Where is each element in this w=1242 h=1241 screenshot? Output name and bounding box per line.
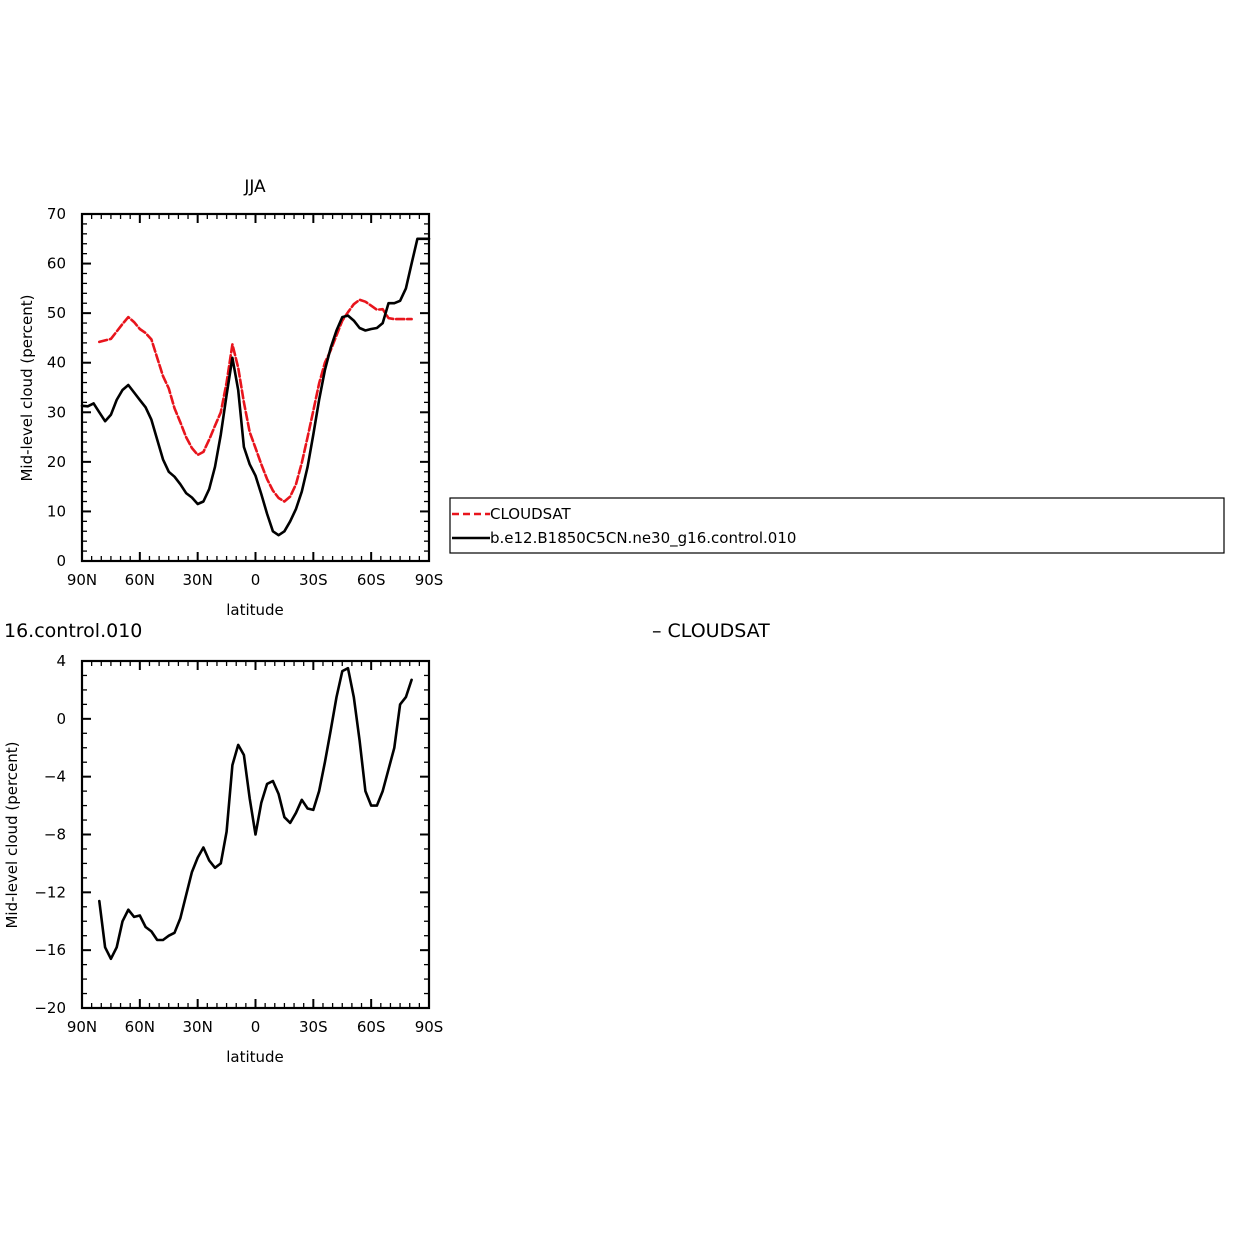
- top-plot-frame: [80, 212, 431, 563]
- top-x-axis-title: latitude: [226, 601, 284, 619]
- top-y-tick-label: 0: [56, 552, 66, 570]
- bottom-chart-title-left: 16.control.010: [4, 620, 142, 642]
- top-x-tick-label: 30N: [183, 571, 213, 589]
- bottom-x-tick-label: 60N: [125, 1018, 155, 1036]
- top-x-tick-label: 90S: [415, 571, 444, 589]
- bottom-y-axis-title: Mid-level cloud (percent): [3, 741, 21, 928]
- top-series-line-1: [80, 237, 431, 537]
- top-y-tick-label: 20: [47, 453, 66, 471]
- top-x-tick-label: 90N: [67, 571, 97, 589]
- bottom-x-tick-label: 90N: [67, 1018, 97, 1036]
- top-y-tick-label: 10: [47, 502, 66, 520]
- top-series: [80, 237, 431, 537]
- bottom-chart-title-right: – CLOUDSAT: [652, 620, 770, 642]
- legend-label-model: b.e12.B1850C5CN.ne30_g16.control.010: [490, 529, 796, 548]
- legend-label-cloudsat: CLOUDSAT: [490, 505, 572, 523]
- legend: CLOUDSAT b.e12.B1850C5CN.ne30_g16.contro…: [449, 497, 1225, 554]
- bottom-series: [98, 666, 413, 961]
- top-tick-labels: 90N 60N 30N 0 30S 60S 90S 0 10 20 30 40 50 60 70: [47, 205, 443, 589]
- bottom-y-tick-label: −4: [44, 768, 66, 786]
- top-chart-title: JJA: [243, 177, 266, 197]
- bottom-x-axis-title: latitude: [226, 1048, 284, 1066]
- bottom-y-tick-label: −20: [34, 999, 66, 1017]
- bottom-panel: 16.control.010 – CLOUDSAT 90N 60N 30N 0 30S 6…: [3, 620, 770, 1066]
- top-x-tick-label: 30S: [299, 571, 328, 589]
- top-y-tick-label: 50: [47, 304, 66, 322]
- top-series-line-0: [98, 298, 413, 503]
- bottom-y-tick-label: −16: [34, 941, 66, 959]
- top-y-tick-label: 30: [47, 403, 66, 421]
- top-y-tick-label: 40: [47, 354, 66, 372]
- top-y-tick-label: 70: [47, 205, 66, 223]
- top-x-tick-label: 60N: [125, 571, 155, 589]
- bottom-series-line-0: [98, 666, 413, 961]
- bottom-y-tick-label: −12: [34, 883, 66, 901]
- top-x-tick-label: 60S: [357, 571, 386, 589]
- legend-box: [449, 497, 1225, 554]
- top-x-tick-label: 0: [251, 571, 261, 589]
- bottom-plot-frame: [80, 659, 431, 1010]
- top-ticks: [81, 213, 430, 562]
- bottom-x-tick-label: 30S: [299, 1018, 328, 1036]
- bottom-tick-labels: 90N 60N 30N 0 30S 60S 90S 4 0 −4 −8 −12 −16 −20: [34, 652, 443, 1036]
- top-y-axis-title: Mid-level cloud (percent): [18, 294, 36, 481]
- top-panel: JJA 90N 60N 30N 0 30S 60S 90S 0 10 20 30 40 50 60 70 l…: [18, 177, 443, 619]
- bottom-y-tick-label: 4: [56, 652, 66, 670]
- bottom-x-tick-label: 0: [251, 1018, 261, 1036]
- bottom-x-tick-label: 60S: [357, 1018, 386, 1036]
- bottom-y-tick-label: 0: [56, 710, 66, 728]
- bottom-x-tick-label: 30N: [183, 1018, 213, 1036]
- top-y-tick-label: 60: [47, 255, 66, 273]
- bottom-y-tick-label: −8: [44, 826, 66, 844]
- bottom-x-tick-label: 90S: [415, 1018, 444, 1036]
